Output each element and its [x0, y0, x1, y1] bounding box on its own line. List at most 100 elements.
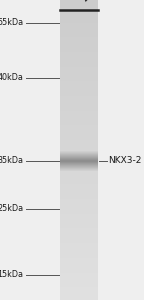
- Bar: [60, 29, 98, 30]
- Bar: [60, 159, 98, 160]
- Bar: [60, 6, 98, 7]
- Bar: [60, 216, 98, 217]
- Bar: [60, 130, 98, 131]
- Bar: [60, 212, 98, 213]
- Text: 35kDa: 35kDa: [0, 156, 23, 165]
- Bar: [60, 82, 98, 83]
- Bar: [60, 21, 98, 22]
- Bar: [60, 168, 98, 169]
- Bar: [60, 218, 98, 219]
- Bar: [60, 63, 98, 64]
- Bar: [60, 44, 98, 45]
- Bar: [60, 47, 98, 48]
- Bar: [60, 118, 98, 119]
- Bar: [60, 204, 98, 205]
- Bar: [60, 37, 98, 38]
- Bar: [60, 186, 98, 187]
- Bar: [60, 98, 98, 99]
- Bar: [60, 143, 98, 144]
- Bar: [60, 155, 98, 156]
- Text: NKX3-2: NKX3-2: [108, 156, 141, 165]
- Bar: [60, 89, 98, 90]
- Bar: [60, 122, 98, 123]
- Bar: [60, 174, 98, 175]
- Bar: [60, 62, 98, 63]
- Bar: [60, 119, 98, 120]
- Bar: [60, 228, 98, 229]
- Bar: [60, 9, 98, 10]
- Bar: [60, 281, 98, 282]
- Bar: [60, 121, 98, 122]
- Bar: [60, 16, 98, 17]
- Bar: [60, 251, 98, 252]
- Bar: [60, 99, 98, 100]
- Bar: [60, 260, 98, 261]
- Bar: [60, 230, 98, 231]
- Bar: [60, 114, 98, 115]
- Bar: [60, 221, 98, 222]
- Bar: [60, 193, 98, 194]
- Bar: [60, 297, 98, 298]
- Bar: [60, 88, 98, 89]
- Bar: [60, 233, 98, 234]
- Bar: [60, 4, 98, 5]
- Bar: [60, 192, 98, 193]
- Bar: [60, 136, 98, 137]
- Bar: [60, 205, 98, 206]
- Bar: [60, 31, 98, 32]
- Bar: [60, 160, 98, 161]
- Bar: [60, 235, 98, 236]
- Bar: [60, 7, 98, 8]
- Bar: [60, 220, 98, 221]
- Bar: [60, 78, 98, 79]
- Text: 15kDa: 15kDa: [0, 270, 23, 279]
- Bar: [60, 286, 98, 287]
- Bar: [60, 268, 98, 269]
- Bar: [60, 273, 98, 274]
- Bar: [60, 211, 98, 212]
- Bar: [60, 106, 98, 107]
- Bar: [60, 236, 98, 237]
- Bar: [60, 94, 98, 95]
- Bar: [60, 1, 98, 2]
- Bar: [60, 190, 98, 191]
- Bar: [60, 137, 98, 138]
- Bar: [60, 113, 98, 114]
- Bar: [60, 175, 98, 176]
- Bar: [60, 127, 98, 128]
- Bar: [60, 104, 98, 105]
- Bar: [60, 115, 98, 116]
- Bar: [60, 167, 98, 168]
- Bar: [60, 86, 98, 87]
- Bar: [60, 84, 98, 85]
- Bar: [60, 25, 98, 26]
- Bar: [60, 244, 98, 245]
- Bar: [60, 2, 98, 3]
- Bar: [60, 185, 98, 186]
- Bar: [60, 269, 98, 270]
- Bar: [60, 32, 98, 33]
- Bar: [60, 142, 98, 143]
- Bar: [60, 194, 98, 195]
- Bar: [60, 294, 98, 295]
- Bar: [60, 264, 98, 265]
- Bar: [60, 223, 98, 224]
- Bar: [60, 102, 98, 103]
- Bar: [60, 151, 98, 152]
- Bar: [60, 11, 98, 12]
- Bar: [60, 105, 98, 106]
- Bar: [60, 80, 98, 81]
- Bar: [60, 10, 98, 11]
- Bar: [60, 201, 98, 202]
- Bar: [60, 222, 98, 223]
- Bar: [60, 109, 98, 110]
- Bar: [60, 22, 98, 23]
- Bar: [60, 17, 98, 18]
- Bar: [60, 144, 98, 145]
- Bar: [60, 110, 98, 111]
- Bar: [60, 132, 98, 133]
- Bar: [60, 164, 98, 165]
- Bar: [60, 35, 98, 36]
- Bar: [60, 38, 98, 39]
- Bar: [60, 157, 98, 158]
